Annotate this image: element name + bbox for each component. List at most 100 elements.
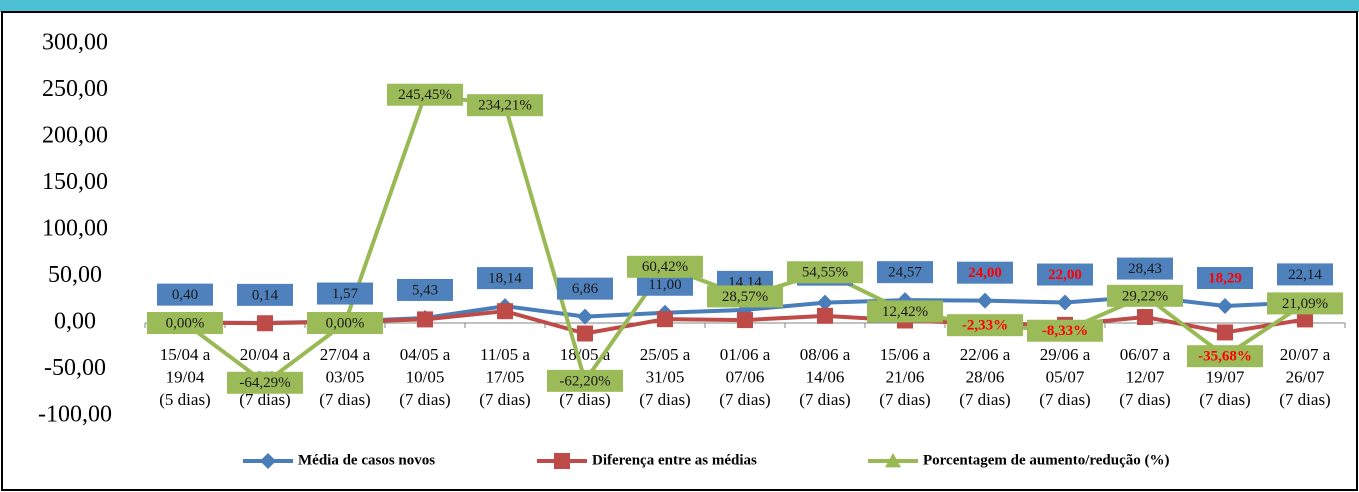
x-tick-label: (7 dias)	[559, 390, 610, 409]
x-tick-label: (7 dias)	[799, 390, 850, 409]
point	[657, 311, 673, 328]
x-tick-label: 07/06	[726, 367, 765, 386]
data-label: 5,43	[412, 282, 438, 298]
y-tick-label: 0,00	[54, 309, 96, 335]
y-tick-label: 100,00	[42, 216, 108, 242]
point	[577, 325, 593, 342]
data-label-box	[947, 314, 1023, 337]
point	[977, 292, 993, 309]
x-tick-label: 20/07 a	[1280, 345, 1331, 364]
data-label: 0,00%	[326, 315, 365, 331]
data-label: 18,29	[1208, 270, 1242, 286]
y-tick-label: 150,00	[42, 169, 108, 195]
data-label: 28,57%	[722, 289, 768, 305]
data-label: -35,68%	[1198, 349, 1252, 365]
point	[737, 312, 753, 329]
x-tick-label: 04/05 a	[400, 345, 451, 364]
chart-frame	[1, 11, 1358, 491]
x-tick-label: (7 dias)	[879, 390, 930, 409]
data-label-box	[477, 267, 533, 290]
legend-label: Porcentagem de aumento/redução (%)	[923, 452, 1169, 468]
data-label-box	[787, 261, 863, 284]
x-tick-label: 17/05	[486, 367, 525, 386]
x-tick-label: 01/06 a	[720, 345, 771, 364]
x-tick-label: 31/05	[646, 367, 685, 386]
x-tick-label: 28/06	[966, 367, 1005, 386]
x-tick-label: (7 dias)	[719, 390, 770, 409]
x-tick-label: (7 dias)	[959, 390, 1010, 409]
point	[1057, 294, 1073, 311]
data-label-box	[1037, 263, 1093, 286]
data-label-box	[637, 273, 693, 296]
data-label: 29,22%	[1122, 288, 1168, 304]
x-tick-label: 05/07	[1046, 367, 1085, 386]
data-label-box	[147, 312, 223, 334]
x-tick-label: 27/04 a	[320, 345, 371, 364]
point	[817, 294, 833, 311]
data-label-box	[957, 261, 1013, 284]
data-label-box	[1277, 263, 1333, 286]
data-label-box	[627, 255, 703, 278]
point	[1297, 311, 1313, 328]
data-label: -64,29%	[239, 375, 290, 391]
data-label-box	[547, 369, 623, 392]
data-label-box	[397, 278, 453, 301]
point	[1137, 309, 1153, 326]
point	[577, 308, 593, 325]
data-label: 54,55%	[802, 265, 848, 281]
data-label: 0,40	[172, 287, 198, 303]
y-tick-label: 50,00	[48, 262, 102, 288]
data-label: 245,45%	[398, 87, 452, 103]
data-label-box	[557, 277, 613, 300]
x-tick-label: 08/06 a	[800, 345, 851, 364]
data-label-box	[877, 261, 933, 284]
point	[417, 311, 433, 328]
data-label: 0,14	[252, 287, 279, 303]
point	[817, 307, 833, 324]
data-label: 12,42%	[882, 304, 928, 320]
data-label: 21,09%	[1282, 296, 1328, 312]
data-label: 234,21%	[478, 98, 532, 114]
x-tick-label: (7 dias)	[319, 390, 370, 409]
data-label-box	[237, 283, 293, 306]
point	[1217, 297, 1233, 314]
data-label: 6,86	[572, 281, 599, 297]
x-tick-label: 22/06 a	[960, 345, 1011, 364]
y-tick-label: -50,00	[44, 355, 106, 381]
data-label: 1,57	[332, 286, 359, 302]
point	[1217, 324, 1233, 341]
data-label-box	[467, 94, 543, 117]
data-label-box	[387, 83, 463, 106]
x-tick-label: 21/06	[886, 367, 925, 386]
y-tick-label: 300,00	[42, 30, 108, 56]
x-tick-label: 11/05 a	[480, 345, 530, 364]
x-tick-label: 14/06	[806, 367, 845, 386]
data-label-box	[1107, 284, 1183, 307]
legend-marker	[260, 453, 276, 469]
data-label: 11,00	[648, 277, 681, 293]
legend-label: Média de casos novos	[298, 452, 435, 468]
data-label-box	[867, 300, 943, 323]
x-tick-label: 29/06 a	[1040, 345, 1091, 364]
x-tick-label: 19/04	[166, 367, 205, 386]
legend-marker	[885, 453, 901, 468]
data-label-box	[1197, 266, 1253, 289]
legend-label: Diferença entre as médias	[592, 452, 757, 468]
data-label-box	[227, 371, 303, 394]
y-tick-label: 250,00	[42, 76, 108, 102]
data-label: 22,00	[1048, 267, 1082, 283]
x-tick-label: (7 dias)	[1039, 390, 1090, 409]
data-label-box	[707, 285, 783, 308]
x-tick-label: (7 dias)	[1199, 390, 1250, 409]
point	[257, 315, 273, 332]
x-tick-label: 26/07	[1286, 367, 1325, 386]
legend-marker	[554, 453, 570, 469]
x-tick-label: (7 dias)	[479, 390, 530, 409]
data-label: -62,20%	[559, 373, 610, 389]
data-label: -2,33%	[962, 318, 1008, 334]
data-label-box	[1117, 257, 1173, 280]
x-tick-label: 15/04 a	[160, 345, 211, 364]
data-label-box	[1267, 292, 1343, 315]
data-label: 0,00%	[166, 315, 205, 331]
